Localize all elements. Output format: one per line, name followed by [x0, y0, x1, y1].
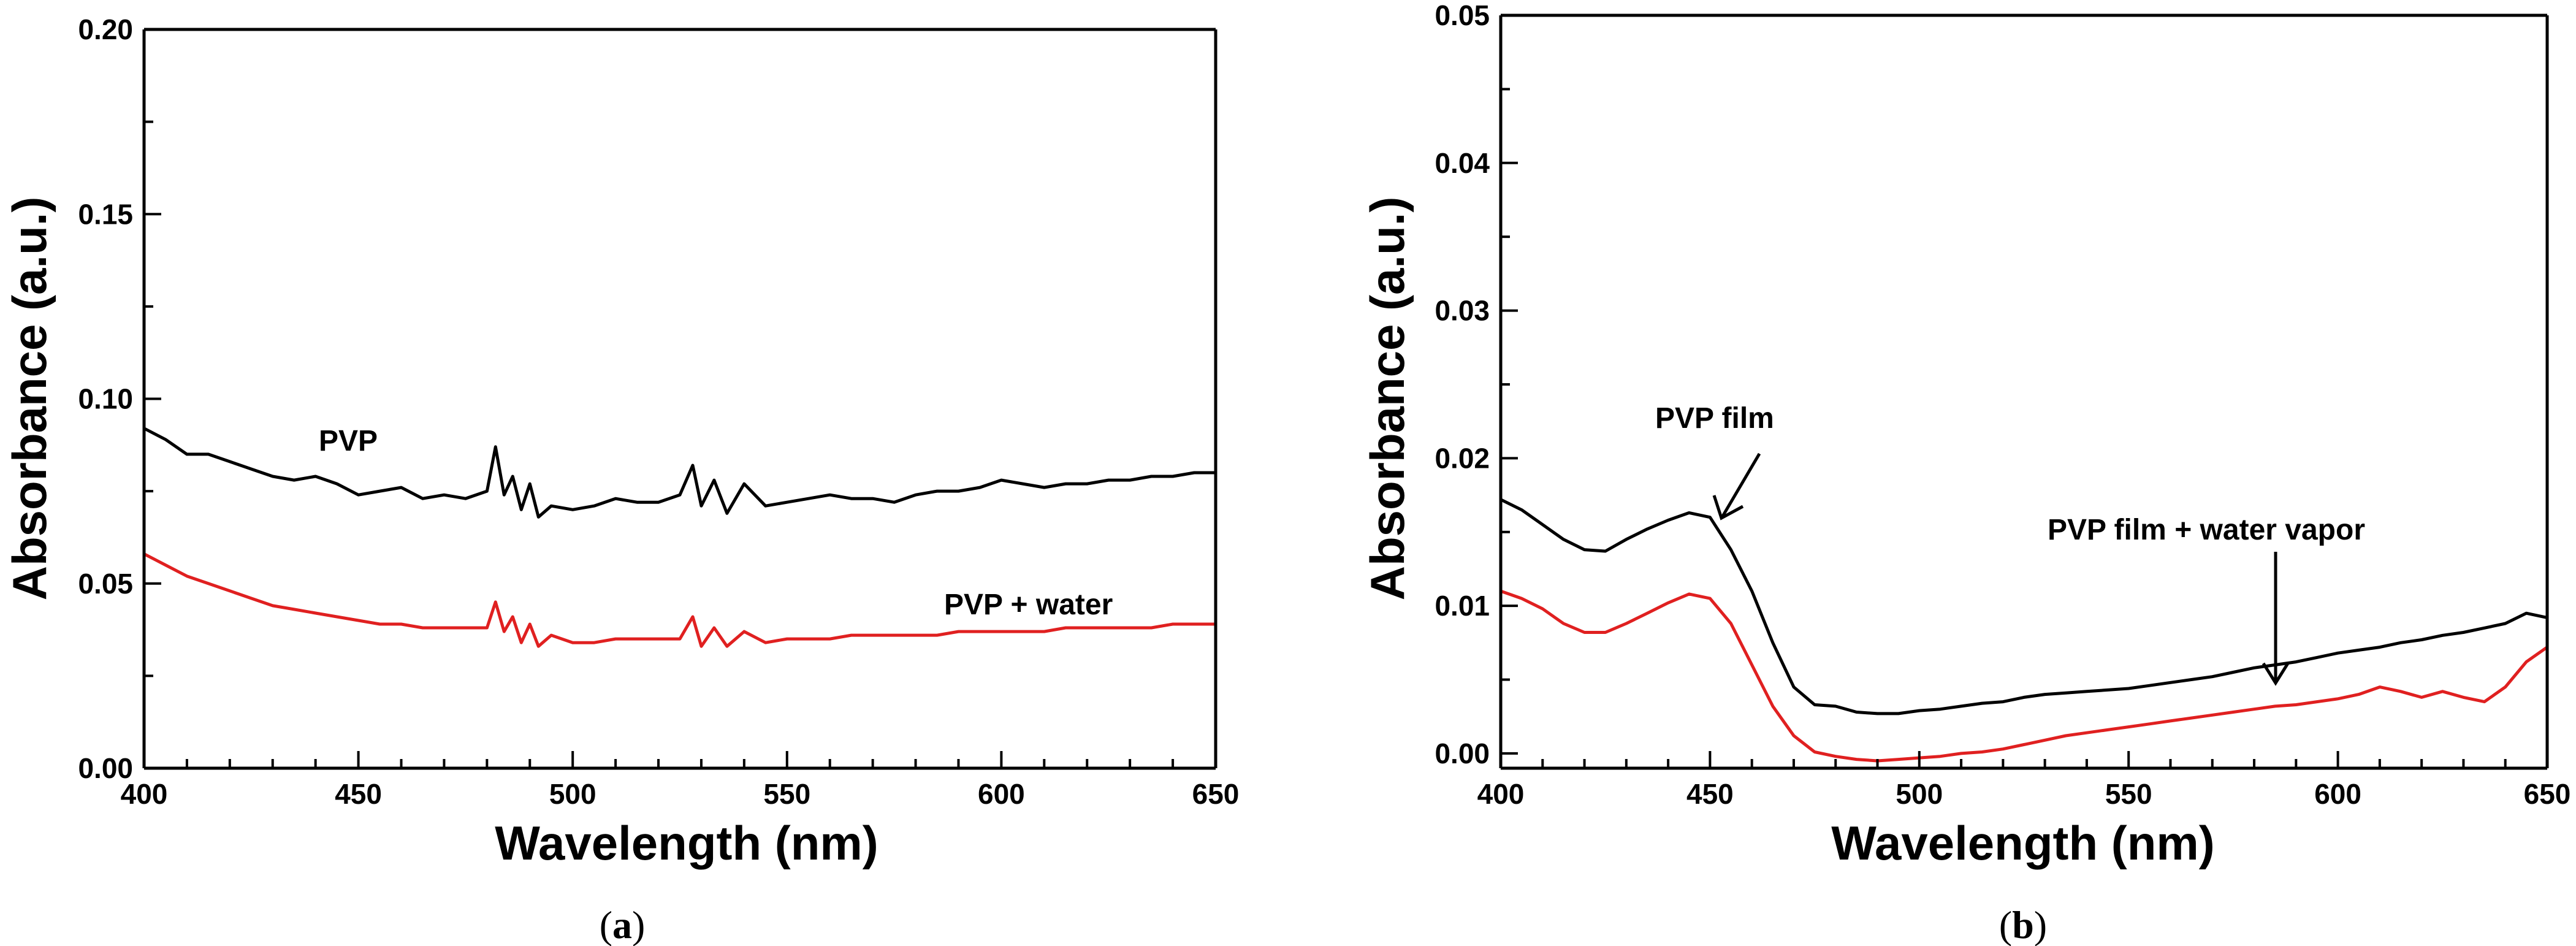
panel-b-annotation-pvp-film-water-vapor: PVP film + water vapor — [2048, 514, 2365, 546]
panel-a-series-pvp-water — [142, 552, 1218, 648]
panel-a-y-tick-label: 0.05 — [78, 568, 133, 600]
panel-a-y-tick-label: 0.15 — [78, 198, 133, 230]
panel-a-y-tick-label: 0.00 — [78, 752, 133, 784]
panel-a-x-axis-title: Wavelength (nm) — [495, 816, 878, 870]
panel-b-x-tick-label: 550 — [2105, 778, 2152, 810]
panel-b-arrow-pvp-film — [1721, 452, 1761, 517]
panel-b-y-tick-label: 0.01 — [1435, 590, 1490, 622]
panel-a-x-tick-label: 500 — [549, 778, 596, 810]
panel-b-x-tick-label: 450 — [1686, 778, 1734, 810]
panel-b-y-tick-label: 0.05 — [1435, 0, 1490, 31]
panel-a-x-tick-label: 450 — [335, 778, 382, 810]
panel-b-x-tick-label: 600 — [2314, 778, 2361, 810]
panel-a-x-tick-label: 650 — [1192, 778, 1240, 810]
panel-a-x-tick-label: 550 — [763, 778, 810, 810]
panel-b-annotation-pvp-film: PVP film — [1655, 402, 1774, 435]
panel-b-series-pvp-film — [1499, 498, 2549, 715]
panel-b-y-tick-label: 0.02 — [1435, 442, 1490, 474]
panel-b-ticks: 400 450 500 550 600 650 0.00 0.01 0.02 0.03 0.04 0.… — [1435, 0, 2570, 810]
panel-b-series-group — [1499, 498, 2549, 763]
panel-a-x-tick-label: 400 — [121, 778, 168, 810]
panel-b-arrowhead-water-vapor — [2262, 662, 2290, 686]
panel-a-y-tick-label: 0.20 — [78, 13, 133, 45]
panel-b-series-pvp-film-water-vapor — [1499, 589, 2549, 763]
panel-b-x-tick-label: 650 — [2524, 778, 2571, 810]
panel-a-y-tick-label: 0.10 — [78, 383, 133, 415]
panel-a-annotation-pvp: PVP — [319, 425, 378, 457]
panel-b-label-letter: b — [2012, 903, 2034, 946]
panel-a: 400 450 500 550 600 650 0.00 0.05 0.10 0.15 0.20 W… — [2, 13, 1239, 946]
panel-b-x-axis-title: Wavelength (nm) — [1831, 816, 2214, 870]
panel-a-label-letter: a — [612, 903, 632, 946]
panel-b-arrowhead-pvp-film — [1712, 495, 1744, 521]
panel-a-annotation-pvp-water: PVP + water — [944, 589, 1113, 621]
panel-a-x-tick-label: 600 — [978, 778, 1025, 810]
panel-b-y-axis-title: Absorbance (a.u.) — [1360, 197, 1414, 601]
panel-b-y-tick-label: 0.03 — [1435, 295, 1490, 327]
panel-a-ticks: 400 450 500 550 600 650 0.00 0.05 0.10 0.15 0.20 — [78, 13, 1239, 810]
panel-b: 400 450 500 550 600 650 0.00 0.01 0.02 0.03 0.04 0.… — [1360, 0, 2570, 946]
panel-b-y-tick-label: 0.04 — [1435, 147, 1490, 179]
panel-b-label: (b) — [1999, 903, 2047, 946]
panel-a-label: (a) — [600, 903, 646, 946]
panel-b-y-tick-label: 0.00 — [1435, 738, 1490, 769]
panel-a-y-axis-title: Absorbance (a.u.) — [2, 197, 56, 601]
panel-b-x-tick-label: 500 — [1896, 778, 1943, 810]
panel-a-series-group — [142, 427, 1218, 648]
panel-a-series-pvp — [142, 427, 1218, 519]
panel-b-x-tick-label: 400 — [1477, 778, 1525, 810]
